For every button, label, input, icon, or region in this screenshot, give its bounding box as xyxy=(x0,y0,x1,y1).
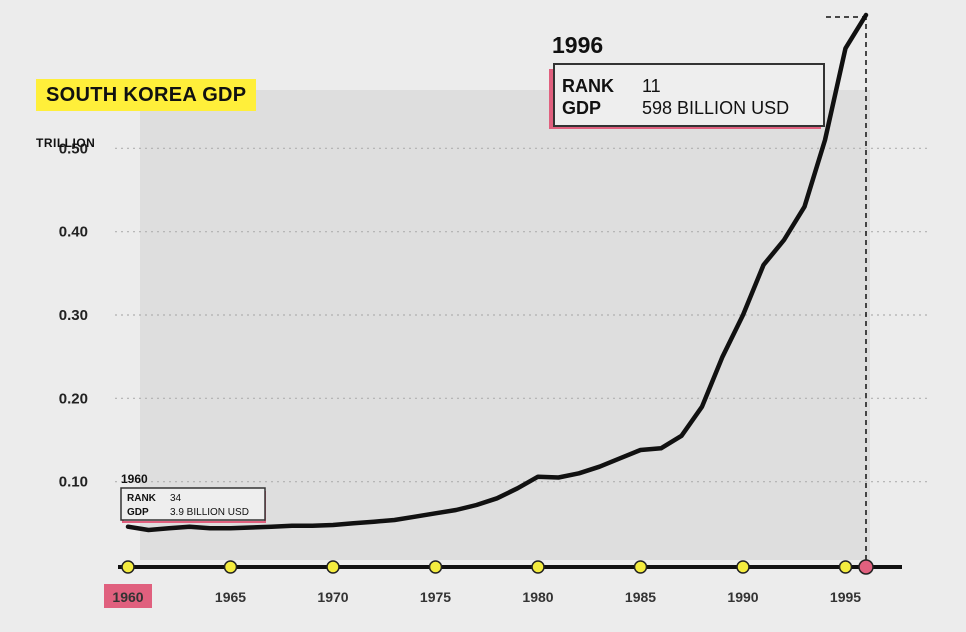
timeline-marker xyxy=(736,560,750,574)
x-tick-label: 1995 xyxy=(830,589,861,605)
annotation-end-gdp-label: GDP xyxy=(562,98,601,118)
timeline-marker xyxy=(121,560,135,574)
y-tick-label: 0.40 xyxy=(59,224,88,241)
annotation-end-rank-label: RANK xyxy=(562,76,614,96)
annotation-start-gdp-label: GDP xyxy=(127,507,149,518)
timeline-marker xyxy=(428,560,443,574)
x-tick-label: 1970 xyxy=(317,589,348,605)
y-tick-label: 0.10 xyxy=(59,474,88,491)
annotations: 1960 RANK 34 GDP 3.9 BILLION USD 1996 RANK 11 GD… xyxy=(120,32,825,523)
annotation-start-box xyxy=(120,487,266,521)
timeline-marker xyxy=(531,560,545,574)
annotation-start-gdp-value: 3.9 BILLION USD xyxy=(170,507,249,518)
timeline-marker xyxy=(838,560,853,574)
timeline-end-marker xyxy=(858,559,874,575)
x-tick-label: 1985 xyxy=(625,589,656,605)
timeline-marker xyxy=(326,560,340,574)
x-tick-label: 1990 xyxy=(727,589,758,605)
annotation-end-gdp-value: 598 BILLION USD xyxy=(642,98,789,118)
gdp-series-line xyxy=(125,12,869,533)
annotation-end-box xyxy=(553,63,825,127)
y-tick-label: 0.50 xyxy=(59,140,88,157)
annotation-end-rank-value: 11 xyxy=(642,76,661,96)
timeline-marker xyxy=(223,560,238,574)
annotation-start-rank-label: RANK xyxy=(127,493,157,504)
y-tick-label: 0.30 xyxy=(59,307,88,324)
x-tick-label: 1975 xyxy=(420,589,451,605)
timeline-marker xyxy=(633,560,648,574)
chart-title: SOUTH KOREA GDP xyxy=(36,79,257,111)
y-axis-unit-label: TRILLION xyxy=(36,136,96,150)
x-tick-label: 1960 xyxy=(112,589,143,605)
x-axis-ticks: 1960 1965 1970 1975 1980 1985 1990 1995 xyxy=(104,559,874,608)
annotation-end-year: 1996 xyxy=(552,32,603,58)
y-axis-ticks: 0.10 0.20 0.30 0.40 0.50 xyxy=(59,140,88,490)
grid-lines xyxy=(115,147,930,483)
annotation-start-rank-value: 34 xyxy=(170,493,182,504)
highlighted-tick-background xyxy=(104,584,152,608)
y-tick-label: 0.20 xyxy=(59,390,88,407)
x-tick-label: 1980 xyxy=(522,589,553,605)
x-tick-label: 1965 xyxy=(215,589,246,605)
annotation-start-year: 1960 xyxy=(121,472,148,486)
